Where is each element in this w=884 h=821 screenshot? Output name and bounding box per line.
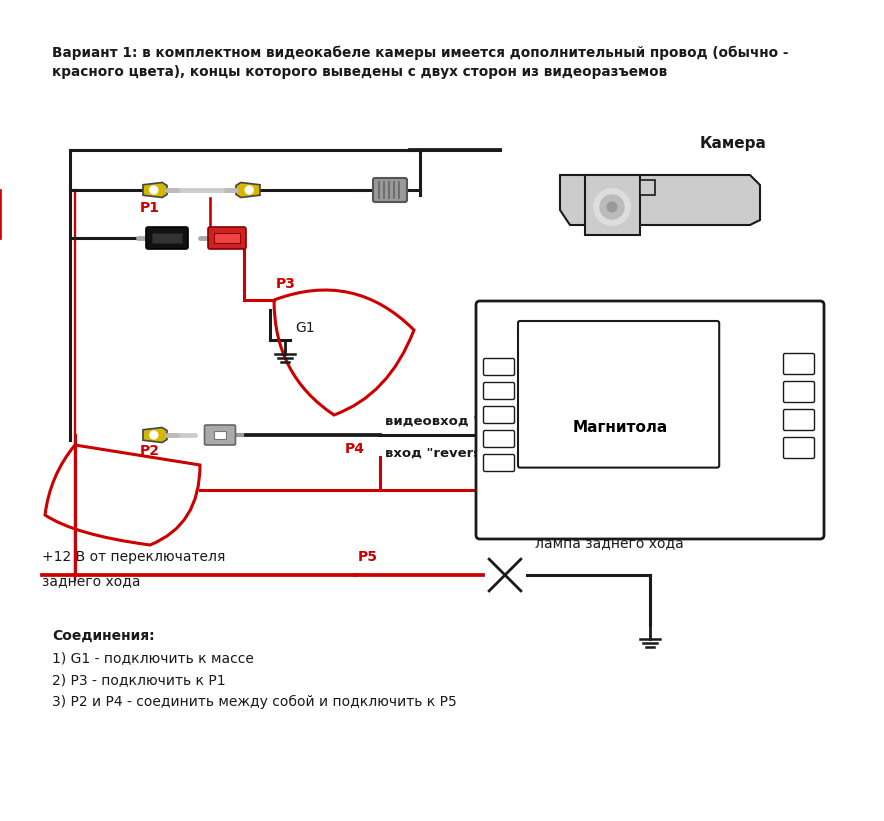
FancyBboxPatch shape — [215, 431, 225, 439]
FancyBboxPatch shape — [484, 430, 514, 447]
Circle shape — [607, 202, 617, 212]
Text: Соединения:: Соединения: — [52, 629, 155, 643]
Text: Камера: Камера — [700, 136, 767, 151]
Text: 1) G1 - подключить к массе: 1) G1 - подключить к массе — [52, 651, 254, 665]
FancyBboxPatch shape — [783, 438, 814, 458]
Polygon shape — [236, 182, 260, 198]
Circle shape — [245, 186, 253, 194]
Circle shape — [600, 195, 624, 219]
Circle shape — [149, 431, 158, 439]
Circle shape — [789, 318, 807, 336]
Circle shape — [493, 318, 511, 336]
Text: 3) P2 и P4 - соединить между собой и подключить к P5: 3) P2 и P4 - соединить между собой и под… — [52, 695, 457, 709]
Circle shape — [784, 313, 812, 341]
Polygon shape — [560, 175, 760, 225]
Text: +12 В от переключателя: +12 В от переключателя — [42, 550, 225, 564]
FancyBboxPatch shape — [204, 425, 235, 445]
FancyBboxPatch shape — [783, 382, 814, 402]
FancyBboxPatch shape — [484, 359, 514, 375]
Text: заднего хода: заднего хода — [42, 574, 141, 588]
FancyBboxPatch shape — [518, 321, 720, 468]
FancyBboxPatch shape — [484, 455, 514, 471]
FancyBboxPatch shape — [152, 233, 182, 243]
Text: 2) P3 - подключить к P1: 2) P3 - подключить к P1 — [52, 673, 225, 687]
Circle shape — [594, 189, 630, 225]
FancyBboxPatch shape — [484, 406, 514, 424]
Circle shape — [488, 313, 516, 341]
Text: Вариант 1: в комплектном видеокабеле камеры имеется дополнительный провод (обычн: Вариант 1: в комплектном видеокабеле кам… — [52, 46, 789, 60]
FancyBboxPatch shape — [783, 410, 814, 430]
FancyBboxPatch shape — [783, 354, 814, 374]
FancyBboxPatch shape — [476, 301, 824, 539]
Text: красного цвета), концы которого выведены с двух сторон из видеоразъемов: красного цвета), концы которого выведены… — [52, 65, 667, 79]
Polygon shape — [585, 175, 640, 235]
Text: лампа заднего хода: лампа заднего хода — [535, 536, 683, 550]
Text: Магнитола: Магнитола — [573, 420, 668, 435]
Text: P2: P2 — [140, 444, 160, 458]
Polygon shape — [640, 180, 655, 195]
Text: P4: P4 — [345, 442, 365, 456]
Text: G1: G1 — [295, 321, 315, 335]
Polygon shape — [143, 182, 167, 198]
Text: вход "reverse": вход "reverse" — [385, 447, 497, 460]
Text: P3: P3 — [276, 277, 296, 291]
Text: P5: P5 — [358, 550, 378, 564]
FancyBboxPatch shape — [146, 227, 188, 249]
Circle shape — [149, 186, 158, 194]
Text: P1: P1 — [140, 201, 160, 215]
Polygon shape — [143, 428, 167, 443]
FancyBboxPatch shape — [373, 178, 407, 202]
FancyBboxPatch shape — [214, 233, 240, 243]
FancyBboxPatch shape — [208, 227, 246, 249]
FancyBboxPatch shape — [484, 383, 514, 400]
Text: видеовход "Cam-In": видеовход "Cam-In" — [385, 415, 539, 428]
